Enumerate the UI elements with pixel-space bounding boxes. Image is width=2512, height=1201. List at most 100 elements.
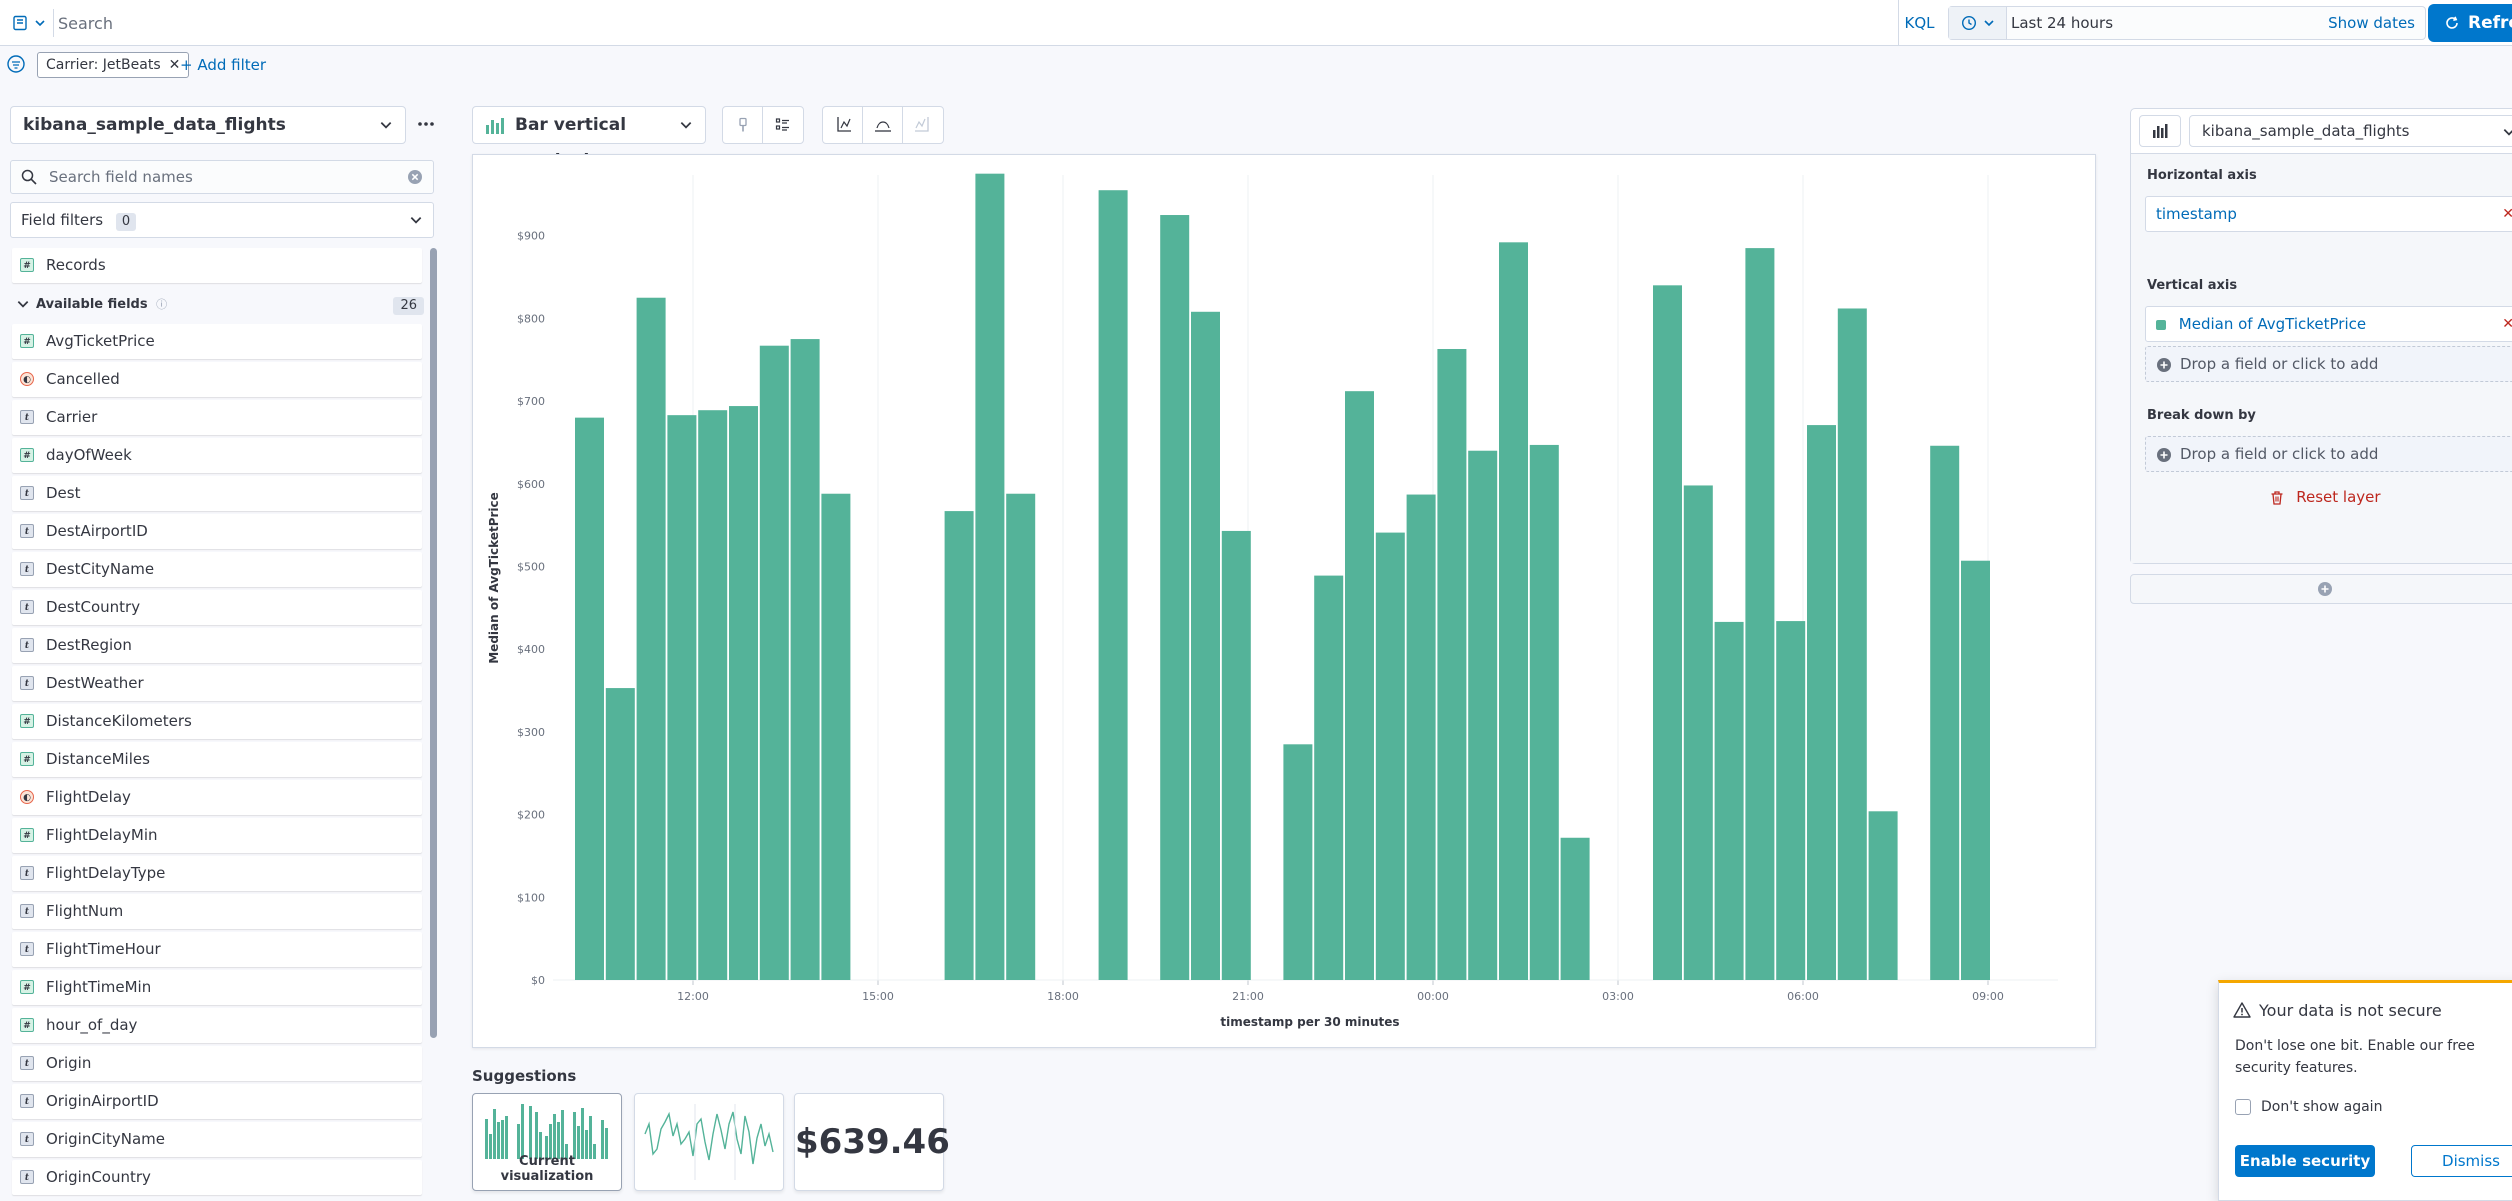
bar — [1868, 811, 1898, 980]
field-item[interactable]: # FlightDelayMin — [12, 818, 422, 853]
bottom-axis-button[interactable] — [863, 107, 903, 143]
field-item[interactable]: # FlightTimeMin — [12, 970, 422, 1005]
y-tick-label: $100 — [517, 891, 545, 904]
remove-icon[interactable]: ✕ — [2502, 316, 2512, 332]
field-item[interactable]: t OriginCountry — [12, 1160, 422, 1195]
suggestion-current-visualization[interactable]: Current visualization — [472, 1093, 622, 1191]
remove-icon[interactable]: ✕ — [2502, 206, 2512, 222]
legend-settings-button[interactable] — [763, 107, 803, 143]
query-bar: KQL Last 24 hours Show dates Refre — [0, 0, 2512, 46]
left-axis-button[interactable] — [823, 107, 863, 143]
string-type-icon: t — [20, 524, 34, 538]
time-range-label[interactable]: Last 24 hours — [2011, 14, 2114, 32]
bar — [1468, 450, 1498, 981]
close-icon[interactable]: ✕ — [168, 57, 181, 73]
string-type-icon: t — [20, 1094, 34, 1108]
checkbox[interactable] — [2235, 1099, 2251, 1115]
vertical-axis-dimension[interactable]: Median of AvgTicketPrice ✕ — [2145, 306, 2512, 342]
dont-show-again-checkbox[interactable]: Don't show again — [2235, 1099, 2382, 1115]
layer-type-button[interactable] — [2139, 115, 2181, 147]
add-layer-button[interactable] — [2130, 574, 2512, 604]
breakdown-label: Break down by — [2147, 408, 2256, 423]
field-search-input[interactable] — [47, 165, 387, 189]
enable-security-button[interactable]: Enable security — [2235, 1145, 2375, 1177]
filter-pill[interactable]: Carrier: JetBeats ✕ — [37, 52, 190, 78]
value-labels-button[interactable] — [723, 107, 763, 143]
field-filters-button[interactable]: Field filters 0 — [10, 202, 434, 238]
security-toast: Your data is not secure Don't lose one b… — [2218, 980, 2512, 1201]
data-source-picker[interactable]: kibana_sample_data_flights — [10, 106, 406, 144]
checkbox-label: Don't show again — [2261, 1099, 2383, 1115]
field-item[interactable]: t FlightNum — [12, 894, 422, 929]
layer-data-source-picker[interactable]: kibana_sample_data_flights — [2189, 115, 2512, 147]
bar — [975, 173, 1005, 981]
bar — [759, 345, 789, 980]
query-language-button[interactable]: KQL — [1898, 0, 1940, 46]
field-item[interactable]: t FlightDelayType — [12, 856, 422, 891]
field-item[interactable]: t DestWeather — [12, 666, 422, 701]
bar — [698, 410, 728, 980]
query-menu-button[interactable] — [8, 9, 54, 37]
refresh-button[interactable]: Refre — [2428, 4, 2512, 42]
field-item[interactable]: t FlightTimeHour — [12, 932, 422, 967]
suggestion-line-chart[interactable] — [634, 1093, 784, 1191]
right-axis-button[interactable] — [903, 107, 943, 143]
chart-panel: 12:00 15:00 18:00 21:00 00:00 03:00 06:00 09:00… — [472, 154, 2096, 1048]
y-tick-label: $300 — [517, 726, 545, 739]
horizontal-axis-dimension[interactable]: timestamp ✕ — [2145, 196, 2512, 232]
field-item[interactable]: t DestRegion — [12, 628, 422, 663]
field-item[interactable]: # DistanceMiles — [12, 742, 422, 777]
field-item[interactable]: t Dest — [12, 476, 422, 511]
field-item[interactable]: t DestCountry — [12, 590, 422, 625]
clear-icon[interactable] — [407, 169, 423, 185]
field-item-label: DestCountry — [46, 598, 141, 616]
available-fields-toggle[interactable]: Available fields ⓘ 26 — [10, 290, 424, 320]
paint-brush-icon — [738, 117, 747, 132]
field-item[interactable]: # AvgTicketPrice — [12, 324, 422, 359]
field-item[interactable]: t OriginCityName — [12, 1122, 422, 1157]
breakdown-drop-zone[interactable]: Drop a field or click to add — [2145, 436, 2512, 472]
string-type-icon: t — [20, 1132, 34, 1146]
bar — [821, 493, 851, 980]
field-item[interactable]: t Carrier — [12, 400, 422, 435]
field-item[interactable]: t DestAirportID — [12, 514, 422, 549]
quick-select-button[interactable] — [1949, 7, 2007, 39]
filter-menu-icon[interactable] — [6, 54, 26, 74]
field-item-records[interactable]: # Records — [12, 248, 422, 283]
bar — [1683, 485, 1713, 980]
field-item[interactable]: t Origin — [12, 1046, 422, 1081]
bar-chart-icon — [486, 118, 504, 134]
bar — [1437, 348, 1467, 980]
field-item-label: Records — [46, 256, 106, 274]
suggestion-metric[interactable]: $639.46 — [794, 1093, 950, 1191]
show-dates-link[interactable]: Show dates — [2328, 14, 2415, 32]
y-tick-label: $800 — [517, 312, 545, 325]
filter-pill-label: Carrier: JetBeats — [46, 57, 161, 73]
y-axis-title: Median of AvgTicketPrice — [487, 492, 501, 664]
plus-circle-icon — [2318, 582, 2332, 596]
bar — [1961, 560, 1990, 980]
bar — [729, 406, 758, 980]
field-item[interactable]: # hour_of_day — [12, 1008, 422, 1043]
reset-layer-button[interactable]: Reset layer — [2131, 488, 2512, 506]
more-options-icon[interactable] — [416, 114, 436, 134]
bar — [1221, 530, 1251, 980]
help-icon[interactable]: ⓘ — [156, 298, 168, 311]
field-item[interactable]: ◐ Cancelled — [12, 362, 422, 397]
vertical-axis-drop-zone[interactable]: Drop a field or click to add — [2145, 346, 2512, 382]
bar — [1529, 444, 1559, 980]
bar — [790, 339, 820, 980]
dismiss-button[interactable]: Dismiss — [2411, 1145, 2512, 1177]
search-input[interactable] — [56, 8, 1896, 38]
axis-controls — [822, 106, 944, 144]
y-tick-label: $400 — [517, 643, 545, 656]
field-item[interactable]: t DestCityName — [12, 552, 422, 587]
add-filter-button[interactable]: + Add filter — [180, 56, 267, 74]
visualization-type-switcher[interactable]: Bar vertical stacked — [472, 106, 706, 171]
sidebar-scrollbar[interactable] — [430, 248, 437, 1038]
field-item[interactable]: # dayOfWeek — [12, 438, 422, 473]
field-item[interactable]: # DistanceKilometers — [12, 704, 422, 739]
field-item[interactable]: t OriginAirportID — [12, 1084, 422, 1119]
date-picker[interactable]: Last 24 hours Show dates — [1948, 6, 2426, 40]
field-item[interactable]: ◐ FlightDelay — [12, 780, 422, 815]
